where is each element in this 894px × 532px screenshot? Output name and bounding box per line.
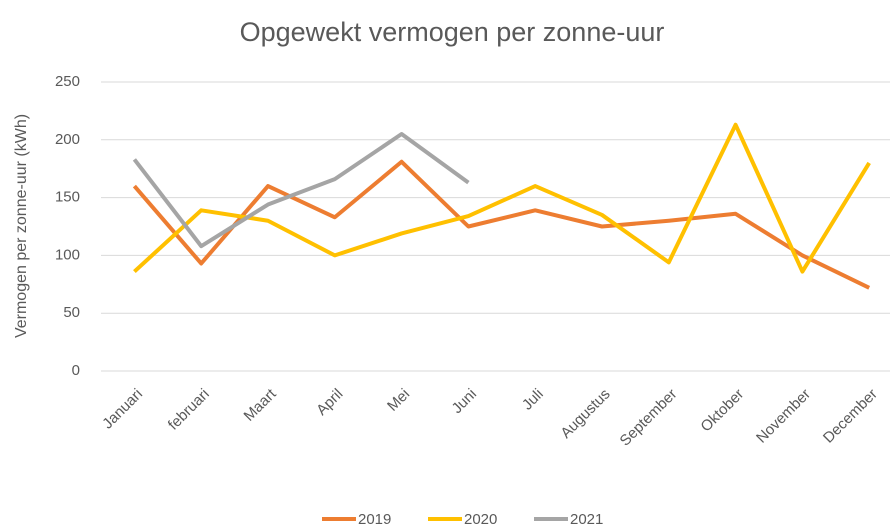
y-tick-label: 0 [72, 362, 80, 379]
x-tick-label: December [820, 386, 881, 447]
legend-label: 2019 [358, 511, 391, 528]
y-axis-label: Vermogen per zonne-uur (kWh) [13, 114, 30, 338]
x-tick-label: November [753, 386, 814, 447]
x-tick-label: Augustus [557, 386, 613, 442]
legend-label: 2020 [464, 511, 497, 528]
legend-label: 2021 [570, 511, 603, 528]
x-tick-label: September [617, 386, 681, 450]
x-tick-label: Oktober [697, 386, 747, 436]
y-tick-label: 250 [55, 73, 80, 90]
y-tick-label: 150 [55, 189, 80, 206]
chart-title: Opgewekt vermogen per zonne-uur [240, 17, 665, 47]
line-series [132, 159, 871, 290]
x-tick-label: April [313, 386, 346, 419]
x-tick-label: Maart [241, 385, 281, 425]
y-tick-label: 50 [63, 304, 80, 321]
y-tick-label: 100 [55, 246, 80, 263]
line-series [132, 132, 470, 249]
x-tick-label: Juli [519, 386, 547, 414]
x-tick-label: Januari [99, 386, 146, 433]
x-tick-label: februari [165, 386, 213, 434]
y-tick-label: 200 [55, 131, 80, 148]
x-tick-label: Mei [384, 386, 413, 415]
x-tick-label: Juni [449, 386, 480, 417]
line-series [133, 122, 871, 274]
